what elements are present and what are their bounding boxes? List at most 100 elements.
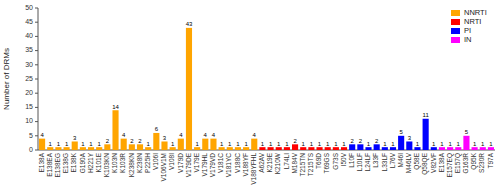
y-tick-label: 15 <box>25 103 33 110</box>
bar <box>64 147 70 150</box>
data-label: 1 <box>448 141 452 147</box>
bar <box>276 147 282 150</box>
data-label: 1 <box>473 141 477 147</box>
data-label: 1 <box>391 141 395 147</box>
bar <box>406 141 412 150</box>
legend-swatch <box>451 19 460 25</box>
bar <box>72 141 78 150</box>
bar <box>382 147 388 150</box>
x-tick-label: V106V1M <box>160 153 167 182</box>
data-label: 1 <box>326 141 330 147</box>
y-tick <box>35 135 38 136</box>
data-label: 1 <box>318 141 322 147</box>
data-label: 2 <box>293 138 297 144</box>
x-tick-label: K238KN <box>128 153 135 178</box>
x-tick-label: V179VD <box>209 153 216 178</box>
x-tick-label: M46I <box>397 153 404 168</box>
data-label: 1 <box>342 141 346 147</box>
x-tick-label: E138EG <box>54 153 61 178</box>
bar <box>374 144 380 150</box>
y-tick-label: 50 <box>25 4 33 11</box>
y-tick <box>35 22 38 23</box>
x-tick-label: V181YC <box>225 153 232 178</box>
y-tick-label: 0 <box>29 146 33 153</box>
data-label: 1 <box>277 141 281 147</box>
y-tick-label: 40 <box>25 32 33 39</box>
data-label: 1 <box>146 141 150 147</box>
data-label: 1 <box>310 141 314 147</box>
bar <box>145 147 151 150</box>
x-tick-label: T69GS <box>323 152 330 173</box>
data-label: 6 <box>155 126 159 132</box>
bar <box>243 147 249 150</box>
bar <box>357 144 363 150</box>
bar <box>308 147 314 150</box>
data-label: 1 <box>383 141 387 147</box>
y-tick <box>35 64 38 65</box>
x-tick-label: Q95K <box>470 152 478 169</box>
bar <box>88 147 94 150</box>
bar <box>431 147 437 150</box>
x-tick-label: K210W <box>274 152 281 174</box>
data-label: 2 <box>351 138 355 144</box>
legend-swatch <box>451 28 460 34</box>
data-label: 4 <box>40 132 44 138</box>
legend-label: IN <box>464 35 472 44</box>
data-label: 1 <box>236 141 240 147</box>
x-tick-label: V106I <box>152 153 159 170</box>
y-tick <box>35 150 38 151</box>
data-label: 1 <box>302 141 306 147</box>
bar <box>333 147 339 150</box>
data-label: 1 <box>65 141 69 147</box>
y-tick <box>35 36 38 37</box>
x-tick-label: K238N <box>136 153 143 173</box>
bar <box>210 139 216 150</box>
data-label: 1 <box>261 141 265 147</box>
x-tick-label: M46LV <box>405 152 412 173</box>
bar <box>129 144 135 150</box>
data-label: 1 <box>285 141 289 147</box>
data-label: 1 <box>269 141 273 147</box>
data-label: 4 <box>212 132 216 138</box>
x-tick-label: V179DE <box>185 152 192 177</box>
y-tick-label: 30 <box>25 61 33 68</box>
bar <box>235 147 241 150</box>
x-tick-label: G190A <box>79 152 86 173</box>
bar <box>423 119 429 150</box>
legend-label: NNRTI <box>464 8 487 17</box>
x-tick-label: E138A <box>438 152 445 172</box>
bar <box>219 147 225 150</box>
x-tick-label: V179D <box>177 153 184 173</box>
data-label: 1 <box>228 141 232 147</box>
bar <box>439 147 445 150</box>
data-label: 11 <box>423 112 430 118</box>
x-tick-label: K101E <box>95 152 102 172</box>
x-tick-label: G163R <box>462 153 469 174</box>
data-label: 4 <box>122 132 126 138</box>
data-labels: 4111311121442216314431441111411112111111… <box>40 21 493 146</box>
x-tick-label: E138EA <box>46 152 53 177</box>
x-tick-label: K103N <box>111 153 118 173</box>
data-label: 2 <box>359 138 363 144</box>
bar <box>349 144 355 150</box>
bar <box>170 147 176 150</box>
legend-label: NRTI <box>464 17 481 26</box>
data-label: 1 <box>367 141 371 147</box>
x-tick-label: V108I <box>168 153 175 170</box>
bar <box>112 110 118 150</box>
data-label: 1 <box>89 141 93 147</box>
bars <box>39 28 494 150</box>
data-label: 1 <box>440 141 444 147</box>
y-tick <box>35 107 38 108</box>
data-label: 1 <box>171 141 175 147</box>
bar <box>463 136 469 150</box>
bar <box>80 147 86 150</box>
data-label: 1 <box>489 141 493 147</box>
bar <box>55 147 61 150</box>
y-tick-label: 45 <box>25 18 33 25</box>
bar <box>414 147 420 150</box>
legend-label: PI <box>464 26 471 35</box>
legend-swatch <box>451 37 460 43</box>
x-tick-label: V188YFHL <box>250 153 257 185</box>
x-tick-label: T97A <box>487 152 494 168</box>
